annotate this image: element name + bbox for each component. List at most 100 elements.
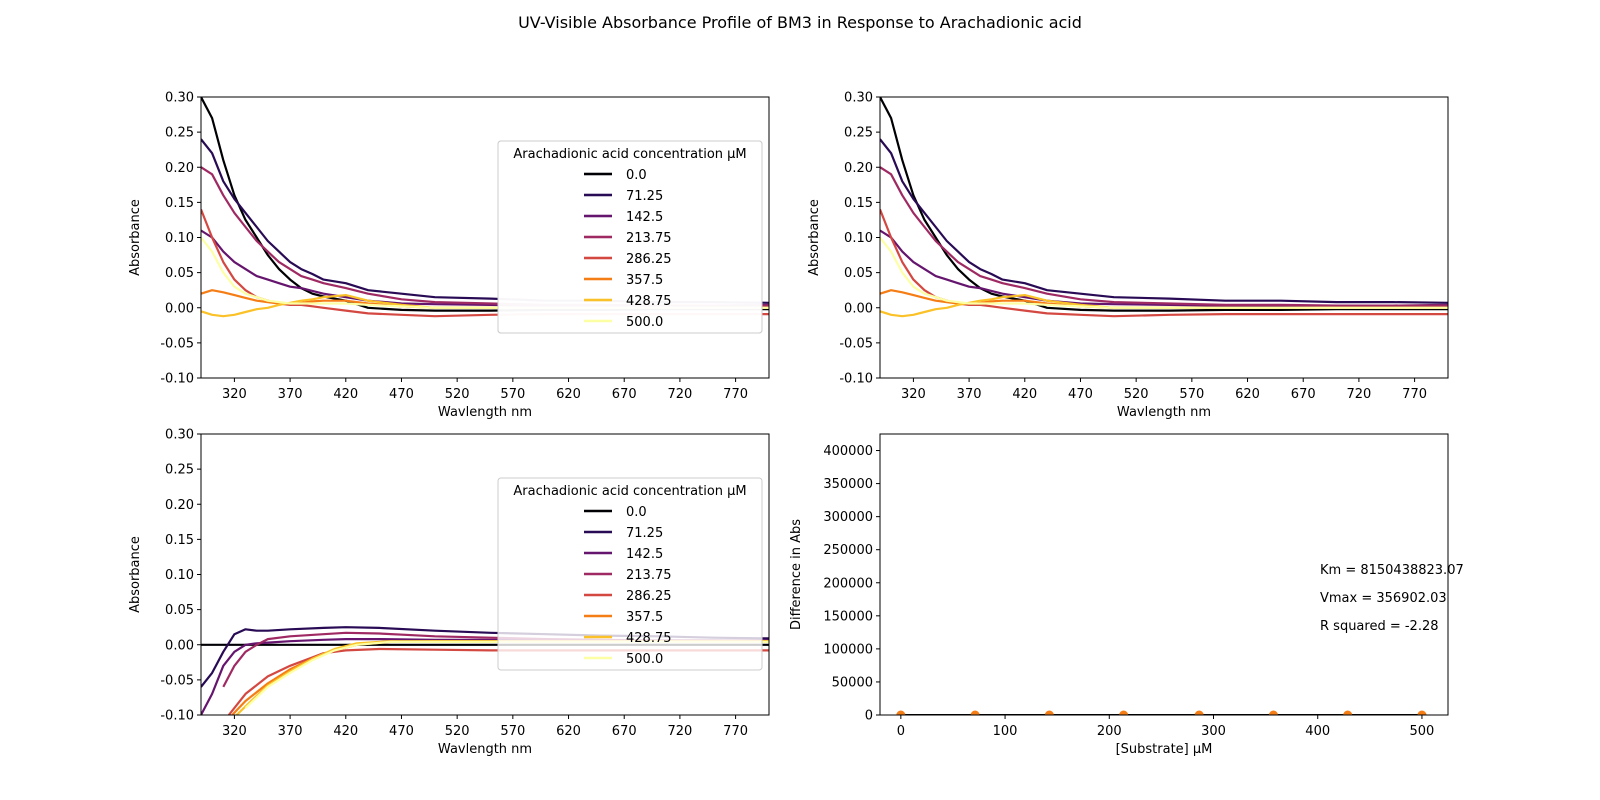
legend-entry-label: 213.75 [626,568,672,583]
y-tick-label: 0.15 [165,533,194,548]
y-tick-label: 0.05 [165,603,194,618]
x-tick-label: 770 [723,387,748,402]
series-line-0.0 [880,97,1448,312]
y-tick-label: 200000 [823,576,873,591]
fit-annotation: Vmax = 356902.03 [1320,591,1447,606]
y-tick-label: 0.15 [165,196,194,211]
y-tick-label: 0.25 [165,463,194,478]
y-axis-label: Absorbance [807,199,822,276]
y-tick-label: 150000 [823,609,873,624]
x-tick-label: 370 [278,724,303,739]
legend-box [497,477,763,671]
legend-title: Arachadionic acid concentration µM [513,147,746,162]
x-tick-label: 0 [897,724,905,739]
x-tick-label: 520 [1124,387,1149,402]
fit-annotation: R squared = -2.28 [1320,619,1439,634]
legend-entry-label: 286.25 [626,252,672,267]
x-tick-label: 370 [957,387,982,402]
x-tick-label: 420 [333,387,358,402]
y-tick-label: 0.20 [165,498,194,513]
x-axis-label: [Substrate] µM [1116,742,1213,757]
x-tick-label: 470 [1068,387,1093,402]
data-point [1417,710,1427,715]
x-tick-label: 620 [556,387,581,402]
y-tick-label: 0.20 [844,161,873,176]
axes-frame [879,433,1449,716]
legend-entry-label: 357.5 [626,273,663,288]
legend-entry-label: 428.75 [626,294,672,309]
y-tick-label: 300000 [823,510,873,525]
series-line-71.25 [880,138,1448,304]
x-axis-label: Wavlength nm [1117,405,1211,420]
y-tick-label: 0.30 [844,91,873,106]
legend-entry-label: 357.5 [626,610,663,625]
plot-area [896,710,1427,715]
x-tick-label: 570 [500,387,525,402]
axes-frame [879,96,1449,379]
y-tick-label: 0.10 [165,568,194,583]
x-tick-label: 520 [445,724,470,739]
x-tick-label: 300 [1201,724,1226,739]
series-line-142.5 [880,229,1448,307]
y-axis-label: Absorbance [128,536,143,613]
y-tick-label: 350000 [823,477,873,492]
x-axis-label: Wavlength nm [438,405,532,420]
series-line-213.75 [880,166,1448,307]
x-tick-label: 720 [1346,387,1371,402]
y-axis-label: Absorbance [128,199,143,276]
legend-box [497,140,763,334]
series-line-500.0 [880,236,1448,309]
y-tick-label: 0.00 [165,301,194,316]
legend-entry-label: 286.25 [626,589,672,604]
y-axis-label: Difference in Abs [789,519,804,630]
legend: Arachadionic acid concentration µM 0.0 71.… [497,140,763,334]
x-axis-label: Wavlength nm [438,742,532,757]
chart-panel-difference-spectra: -0.10 -0.05 0.00 0.05 0.10 0.15 0.20 0.25 0.30 32… [128,428,770,757]
legend-entry-label: 142.5 [626,210,663,225]
legend-title: Arachadionic acid concentration µM [513,484,746,499]
legend-entry-label: 500.0 [626,315,663,330]
y-tick-label: 0.20 [165,161,194,176]
legend: Arachadionic acid concentration µM 0.0 71.… [497,477,763,671]
y-tick-label: -0.10 [160,372,194,387]
data-point [1268,710,1278,715]
x-tick-label: 570 [500,724,525,739]
y-tick-label: 250000 [823,543,873,558]
x-tick-label: 670 [1291,387,1316,402]
y-tick-label: -0.10 [160,709,194,724]
data-point [1343,710,1353,715]
y-tick-label: 0.05 [165,266,194,281]
x-tick-label: 370 [278,387,303,402]
x-tick-label: 320 [222,387,247,402]
x-tick-label: 520 [445,387,470,402]
y-tick-label: -0.05 [160,673,194,688]
legend-entry-label: 428.75 [626,631,672,646]
x-tick-label: 500 [1410,724,1435,739]
legend-entry-label: 213.75 [626,231,672,246]
data-point [1194,710,1204,715]
fit-annotation: Km = 8150438823.07 [1320,563,1464,578]
x-tick-label: 670 [612,724,637,739]
legend-entry-label: 71.25 [626,189,663,204]
figure-title: UV-Visible Absorbance Profile of BM3 in … [518,13,1082,32]
y-tick-label: -0.05 [839,336,873,351]
chart-panel-smoothed-spectra: -0.10 -0.05 0.00 0.05 0.10 0.15 0.20 0.25 0.30 32… [497,91,1449,420]
x-tick-label: 770 [723,724,748,739]
legend-entry-label: 71.25 [626,526,663,541]
y-tick-label: 0.15 [844,196,873,211]
x-tick-label: 720 [667,387,692,402]
y-tick-label: 0.30 [165,91,194,106]
y-tick-label: 0.10 [165,231,194,246]
y-tick-label: 0.25 [844,126,873,141]
y-tick-label: 100000 [823,642,873,657]
x-tick-label: 620 [1235,387,1260,402]
x-tick-label: 320 [222,724,247,739]
x-tick-label: 420 [1012,387,1037,402]
series-line-286.25 [880,208,1448,318]
legend-entry-label: 500.0 [626,652,663,667]
legend-entry-label: 0.0 [626,505,647,520]
y-tick-label: 50000 [832,675,873,690]
x-tick-label: 200 [1097,724,1122,739]
x-tick-label: 720 [667,724,692,739]
